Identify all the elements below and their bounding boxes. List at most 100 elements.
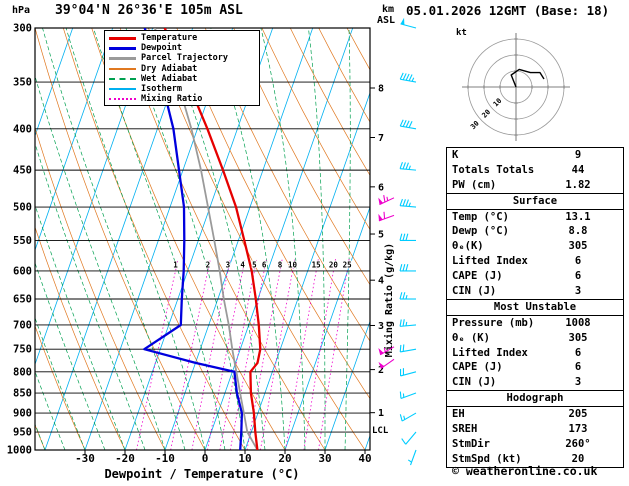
svg-text:40: 40	[358, 452, 371, 465]
index-value: 1008	[565, 316, 591, 329]
svg-text:10: 10	[288, 261, 298, 270]
index-value: 173	[568, 423, 588, 436]
svg-text:700: 700	[13, 319, 32, 331]
indices-row: θₑ(K) 305	[447, 239, 623, 254]
indices-row: Temp (°C) 13.1	[447, 210, 623, 225]
svg-text:2: 2	[378, 365, 384, 376]
indices-table: K 9 Totals Totals 44 PW (cm) 1.82 Surface Temp …	[446, 147, 624, 468]
index-label: PW (cm)	[452, 178, 497, 191]
legend-item: Dry Adiabat	[105, 64, 259, 74]
indices-section-header: Most Unstable	[447, 298, 623, 316]
copyright: © weatheronline.co.uk	[452, 464, 598, 478]
index-label: Totals Totals	[452, 163, 535, 176]
indices-row: StmSpd (kt) 20	[447, 452, 623, 467]
index-label: Lifted Index	[452, 255, 528, 268]
svg-text:600: 600	[13, 265, 32, 277]
index-value: 3	[574, 376, 582, 389]
svg-text:0: 0	[202, 452, 209, 465]
index-value: 305	[568, 240, 588, 253]
legend-line-sample	[109, 77, 136, 80]
legend-item: Temperature	[105, 33, 259, 43]
index-value: 305	[568, 331, 588, 344]
indices-row: StmDir 260°	[447, 437, 623, 452]
svg-text:LCL: LCL	[372, 426, 389, 436]
svg-text:30: 30	[318, 452, 331, 465]
index-label: StmSpd (kt)	[452, 452, 522, 465]
svg-text:20: 20	[480, 108, 492, 120]
index-label: CIN (J)	[452, 285, 497, 298]
index-label: StmDir	[452, 437, 490, 450]
legend-line-sample	[109, 56, 136, 60]
index-value: 20	[571, 452, 585, 465]
index-value: 260°	[565, 437, 591, 450]
svg-text:20: 20	[329, 261, 339, 270]
svg-text:-20: -20	[115, 452, 135, 465]
index-value: 44	[571, 163, 585, 176]
svg-text:550: 550	[13, 235, 32, 247]
index-label: CAPE (J)	[452, 270, 503, 283]
index-value: 3	[574, 285, 582, 298]
legend-item-label: Temperature	[141, 33, 198, 44]
pressure-unit-label: hPa	[12, 5, 31, 16]
legend-line-sample	[109, 46, 136, 50]
svg-text:350: 350	[13, 77, 32, 89]
index-value: 1.82	[565, 178, 591, 191]
index-label: θₑ(K)	[452, 240, 484, 253]
svg-text:450: 450	[13, 165, 32, 177]
svg-text:Dewpoint / Temperature (°C): Dewpoint / Temperature (°C)	[104, 467, 299, 481]
svg-text:4: 4	[240, 261, 245, 270]
legend-item-label: Wet Adiabat	[141, 73, 198, 84]
legend-item: Mixing Ratio	[105, 94, 259, 104]
svg-text:10: 10	[492, 97, 504, 109]
svg-text:400: 400	[13, 123, 32, 135]
legend-item-label: Parcel Trajectory	[141, 53, 228, 64]
svg-text:-10: -10	[155, 452, 175, 465]
legend-line-sample	[109, 98, 136, 101]
index-label: θₑ (K)	[452, 331, 490, 344]
indices-row: CIN (J) 3	[447, 284, 623, 299]
indices-row: Totals Totals 44	[447, 163, 623, 178]
svg-text:30: 30	[469, 119, 481, 131]
index-value: 6	[574, 361, 582, 374]
index-value: 8.8	[568, 225, 588, 238]
legend-line-sample	[109, 67, 136, 70]
svg-text:1: 1	[378, 408, 384, 419]
legend-item-label: Dry Adiabat	[141, 63, 198, 74]
indices-row: Lifted Index 6	[447, 346, 623, 361]
svg-text:Mixing Ratio (g/kg): Mixing Ratio (g/kg)	[383, 243, 395, 357]
svg-text:20: 20	[278, 452, 291, 465]
svg-text:7: 7	[378, 133, 384, 144]
svg-text:2: 2	[206, 261, 211, 270]
legend-line-sample	[109, 88, 136, 91]
svg-text:km: km	[382, 4, 394, 15]
index-label: SREH	[452, 423, 478, 436]
svg-text:650: 650	[13, 294, 32, 306]
index-label: Lifted Index	[452, 346, 528, 359]
legend-item-label: Dewpoint	[141, 43, 182, 54]
legend-item-label: Isotherm	[141, 84, 182, 95]
svg-text:8: 8	[278, 261, 283, 270]
indices-row: CAPE (J) 6	[447, 360, 623, 375]
chart-legend: Temperature Dewpoint Parcel Trajectory Dry …	[104, 30, 260, 107]
index-label: Pressure (mb)	[452, 316, 535, 329]
index-value: 9	[574, 149, 582, 161]
indices-row: CAPE (J) 6	[447, 269, 623, 284]
index-label: K	[452, 149, 459, 161]
svg-text:10: 10	[238, 452, 251, 465]
index-value: 205	[568, 408, 588, 421]
svg-text:5: 5	[378, 230, 384, 241]
index-label: CAPE (J)	[452, 361, 503, 374]
svg-text:ASL: ASL	[377, 15, 395, 26]
svg-text:1: 1	[173, 261, 178, 270]
svg-text:500: 500	[13, 202, 32, 214]
svg-text:800: 800	[13, 366, 32, 378]
indices-section-header: Hodograph	[447, 390, 623, 408]
indices-row: SREH 173	[447, 422, 623, 437]
svg-text:750: 750	[13, 344, 32, 356]
hodograph-panel: 10 20 30 kt	[448, 22, 588, 148]
svg-text:900: 900	[13, 408, 32, 420]
legend-line-sample	[109, 36, 136, 40]
sounding-profiles	[143, 28, 262, 450]
